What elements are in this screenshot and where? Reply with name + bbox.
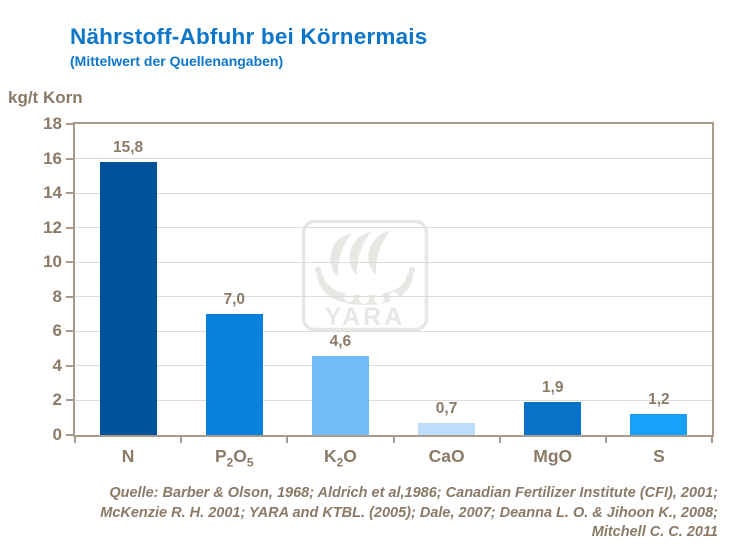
chart-title: Nährstoff-Abfuhr bei Körnermais xyxy=(70,24,428,49)
y-tick-mark xyxy=(66,399,73,402)
y-tick-label: 12 xyxy=(43,217,62,237)
bar-value-label: 7,0 xyxy=(223,291,246,309)
bar-p2o5 xyxy=(205,314,263,435)
y-tick-label: 14 xyxy=(43,183,62,203)
gridline xyxy=(75,296,712,298)
y-tick-mark xyxy=(66,192,73,195)
x-tick-mark xyxy=(604,437,607,443)
source-line-2: McKenzie R. H. 2001; YARA and KTBL. (200… xyxy=(100,504,718,521)
y-tick-mark xyxy=(66,226,73,229)
gridline xyxy=(75,192,712,194)
bar-value-label: 15,8 xyxy=(112,139,144,157)
bar-value-label: 1,9 xyxy=(541,379,564,397)
bar-k2o xyxy=(311,355,369,435)
y-tick-label: 18 xyxy=(43,114,62,133)
source-line-1: Quelle: Barber & Olson, 1968; Aldrich et… xyxy=(109,485,718,501)
x-category-label: N xyxy=(121,446,135,466)
x-category-label: S xyxy=(653,446,665,466)
watermark-label: YARA xyxy=(325,303,406,331)
y-tick-label: 8 xyxy=(52,286,62,306)
y-tick-mark xyxy=(66,261,73,264)
x-tick-mark xyxy=(711,437,713,443)
y-axis-unit-label: kg/t Korn xyxy=(8,88,83,107)
y-tick-mark xyxy=(66,295,73,298)
bar-value-label: 4,6 xyxy=(329,332,352,350)
bar-mgo xyxy=(524,402,582,435)
x-category-label: P2O5 xyxy=(214,446,254,470)
bar-value-label: 0,7 xyxy=(435,399,458,417)
source-citation: Quelle: Barber & Olson, 1968; Aldrich et… xyxy=(6,484,718,543)
viking-ship-icon xyxy=(314,231,416,305)
bar-cao xyxy=(418,422,476,435)
y-tick-label: 6 xyxy=(52,321,62,341)
gridline xyxy=(75,227,712,229)
gridline xyxy=(75,399,712,401)
bar-value-label: 1,2 xyxy=(648,391,670,409)
gridline xyxy=(75,158,712,160)
x-category-label: CaO xyxy=(428,446,465,466)
plot-area: YARA 15,8 7,0 4,6 0,7 1,9 1,2 xyxy=(73,122,714,437)
bar-s xyxy=(630,414,688,435)
x-tick-mark xyxy=(74,437,76,443)
y-tick-label: 0 xyxy=(52,425,62,444)
title-block: Nährstoff-Abfuhr bei Körnermais (Mittelw… xyxy=(70,24,427,69)
y-tick-mark xyxy=(66,434,73,436)
gridline xyxy=(75,330,712,332)
y-tick-mark xyxy=(66,330,73,333)
source-line-3: Mitchell C. C. 2011 xyxy=(591,524,718,540)
gridline xyxy=(75,261,712,263)
x-tick-mark xyxy=(498,437,501,443)
yara-watermark: YARA xyxy=(301,219,429,332)
y-tick-label: 2 xyxy=(52,390,62,410)
y-tick-label: 10 xyxy=(43,252,62,272)
x-category-label: K2O xyxy=(323,446,357,470)
x-tick-mark xyxy=(286,437,289,443)
bar-n xyxy=(99,162,157,435)
x-tick-mark xyxy=(180,437,183,443)
y-tick-mark xyxy=(66,364,73,367)
y-tick-mark xyxy=(66,123,73,125)
y-tick-label: 4 xyxy=(52,355,62,375)
gridline xyxy=(75,365,712,367)
bar-chart: YARA 15,8 7,0 4,6 0,7 1,9 1,2 0 2 4 6 8 10 12 14 16 18… xyxy=(0,114,730,470)
x-tick-mark xyxy=(392,437,395,443)
y-tick-label: 16 xyxy=(43,148,62,168)
watermark-frame xyxy=(301,219,429,332)
x-category-label: MgO xyxy=(533,446,573,466)
y-tick-mark xyxy=(66,157,73,160)
chart-subtitle: (Mittelwert der Quellenangaben) xyxy=(70,53,284,69)
